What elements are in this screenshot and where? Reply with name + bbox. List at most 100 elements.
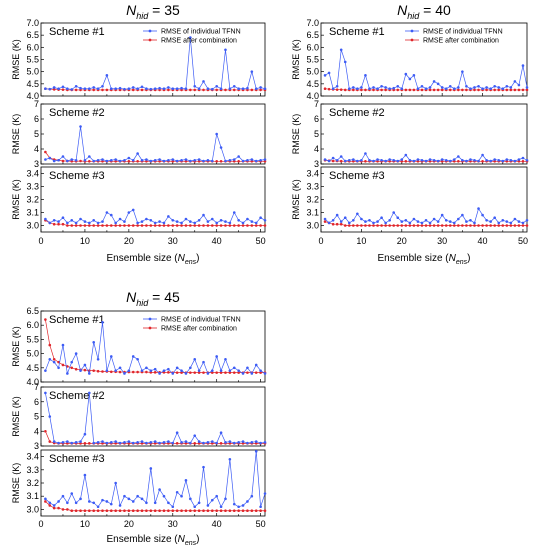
data-point (180, 369, 183, 372)
data-point (136, 357, 139, 361)
data-point (444, 87, 448, 90)
data-point (224, 497, 227, 501)
data-point (323, 87, 327, 90)
scheme-label: Scheme #3 (49, 453, 105, 465)
x-axis-label: Ensemble size (Nens) (377, 253, 470, 266)
data-point (48, 357, 52, 361)
data-point (140, 497, 144, 501)
data-point (237, 505, 240, 509)
data-point (79, 217, 82, 221)
data-point (145, 501, 148, 505)
y-tick-label: 4 (314, 144, 319, 154)
data-point (254, 87, 258, 90)
data-point (153, 501, 157, 505)
scheme-label: Scheme #1 (329, 26, 385, 38)
x-tick-label: 0 (38, 519, 43, 529)
data-point (416, 160, 420, 163)
data-point (70, 509, 74, 513)
data-point (162, 224, 166, 227)
data-point (339, 155, 343, 158)
chart-title-subscript: hid (407, 11, 420, 21)
data-point (70, 224, 74, 227)
data-point (202, 80, 205, 83)
y-tick-label: 3.1 (26, 491, 39, 501)
data-point (123, 87, 126, 91)
x-tick-label: 40 (212, 236, 222, 246)
data-point (259, 369, 262, 372)
chart-title-symbol: N (126, 2, 137, 18)
data-point (127, 509, 131, 513)
data-point (440, 213, 444, 217)
data-point (241, 440, 245, 443)
data-point (206, 441, 210, 444)
panel-scheme-1: 4.0 4.5 5.0 5.5 6.0 6.5 7.0 RMSE (K) Scheme #1 RM… (11, 18, 267, 101)
data-point (420, 221, 424, 225)
data-point (193, 509, 197, 513)
data-point (259, 371, 262, 374)
data-point (118, 504, 122, 507)
x-axis-label-subscript: ens (185, 259, 197, 266)
data-point (105, 88, 109, 92)
data-point (197, 440, 201, 443)
data-point (189, 159, 192, 163)
data-point (509, 224, 513, 227)
data-point (149, 224, 153, 227)
data-point (109, 87, 113, 90)
data-point (210, 371, 214, 374)
data-point (96, 509, 100, 513)
data-point (202, 360, 205, 364)
data-point (327, 159, 331, 163)
data-point (228, 87, 232, 90)
data-point (88, 87, 91, 90)
y-tick-label: 6.5 (306, 30, 319, 40)
data-point (352, 88, 355, 92)
data-point (44, 150, 47, 154)
legend-entry: RMSE of individual TFNN (161, 29, 241, 36)
data-point (219, 160, 223, 163)
data-point (210, 509, 214, 513)
data-point (396, 88, 400, 92)
data-point (167, 88, 170, 92)
data-point (215, 509, 218, 513)
data-point (250, 160, 254, 163)
data-point (202, 159, 205, 163)
data-point (79, 369, 82, 372)
data-point (372, 221, 375, 225)
data-point (215, 221, 218, 225)
data-point (101, 84, 104, 88)
data-point (57, 87, 60, 90)
data-point (210, 87, 214, 91)
data-point (228, 221, 232, 225)
data-point (384, 224, 387, 227)
series-after-combination (44, 219, 267, 227)
data-point (175, 224, 179, 227)
data-point (153, 440, 157, 443)
data-point (339, 48, 343, 52)
data-point (44, 391, 47, 395)
data-point (52, 357, 56, 361)
data-point (105, 159, 109, 163)
data-point (153, 224, 157, 227)
data-point (404, 88, 408, 92)
y-tick-label: 3.2 (26, 195, 39, 205)
data-point (96, 87, 100, 90)
data-point (469, 219, 472, 222)
data-point (158, 488, 161, 491)
data-point (493, 224, 496, 227)
data-point (356, 224, 359, 227)
data-point (485, 224, 488, 227)
data-point (167, 509, 170, 513)
data-point (210, 224, 214, 227)
data-point (136, 370, 139, 374)
data-point (92, 369, 96, 372)
data-point (131, 355, 135, 358)
chart-title-value: = 35 (148, 2, 180, 18)
data-point (215, 441, 218, 445)
data-point (167, 86, 170, 89)
data-point (335, 84, 339, 88)
data-point (497, 88, 501, 92)
data-point (131, 509, 135, 513)
data-point (457, 86, 460, 89)
data-point (114, 158, 117, 161)
data-point (88, 500, 91, 503)
